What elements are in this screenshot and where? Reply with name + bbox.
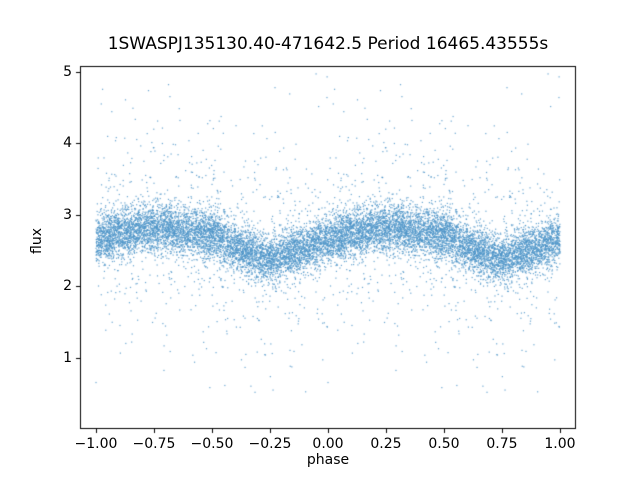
x-tick-label: 0.00 [312, 436, 344, 452]
x-tick-label: −0.75 [132, 436, 176, 452]
x-tick-label: 0.50 [428, 436, 460, 452]
y-tick-label: 1 [63, 349, 72, 366]
x-tick-label: −0.25 [248, 436, 292, 452]
y-tick-label: 2 [63, 278, 72, 295]
y-tick-label: 5 [63, 63, 72, 80]
y-axis-label: flux [28, 228, 45, 254]
y-tick-label: 4 [63, 135, 72, 152]
x-tick-label: 0.75 [486, 436, 518, 452]
x-tick-label: 1.00 [544, 436, 576, 452]
x-tick-label: −1.00 [74, 436, 118, 452]
x-axis-label: phase [306, 452, 350, 468]
chart-title: 1SWASPJ135130.40-471642.5 Period 16465.4… [107, 34, 549, 54]
x-tick-label: 0.25 [370, 436, 402, 452]
y-tick-label: 3 [63, 206, 72, 223]
x-tick-label: −0.50 [190, 436, 234, 452]
